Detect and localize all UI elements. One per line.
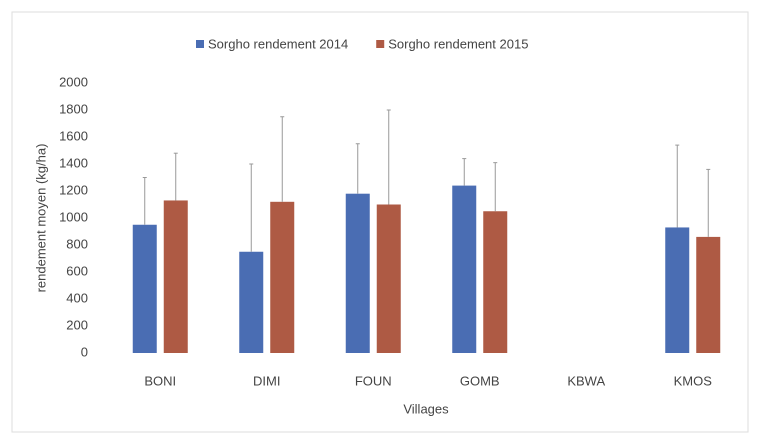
y-tick-label: 1800 <box>59 101 88 116</box>
bar <box>345 193 370 353</box>
legend-swatch <box>196 40 204 48</box>
x-tick-label: GOMB <box>460 373 500 388</box>
legend-swatch <box>376 40 385 48</box>
bar <box>239 251 264 353</box>
y-tick-label: 400 <box>66 290 88 305</box>
y-tick-label: 1400 <box>59 155 88 170</box>
y-tick-label: 600 <box>66 263 88 278</box>
y-tick-label: 1000 <box>59 209 88 224</box>
bar <box>452 185 477 353</box>
y-tick-label: 1600 <box>59 128 88 143</box>
x-tick-label: DIMI <box>253 373 280 388</box>
x-tick-label: KBWA <box>567 373 605 388</box>
bar <box>696 236 721 353</box>
bar <box>483 211 508 353</box>
x-tick-label: KMOS <box>674 373 713 388</box>
x-tick-label: FOUN <box>355 373 392 388</box>
bar <box>132 224 157 353</box>
bar <box>270 201 295 353</box>
bar <box>163 200 188 353</box>
y-tick-label: 800 <box>66 236 88 251</box>
legend-label: Sorgho rendement 2015 <box>388 36 528 51</box>
y-tick-label: 200 <box>66 317 88 332</box>
bar <box>665 227 690 353</box>
y-tick-label: 0 <box>81 344 88 359</box>
y-axis-label: rendement moyen (kg/ha) <box>33 144 48 293</box>
legend-label: Sorgho rendement 2014 <box>208 36 348 51</box>
y-tick-label: 1200 <box>59 182 88 197</box>
x-axis-label: Villages <box>403 401 449 416</box>
x-tick-label: BONI <box>144 373 176 388</box>
y-tick-label: 2000 <box>59 74 88 89</box>
bar <box>376 204 401 353</box>
